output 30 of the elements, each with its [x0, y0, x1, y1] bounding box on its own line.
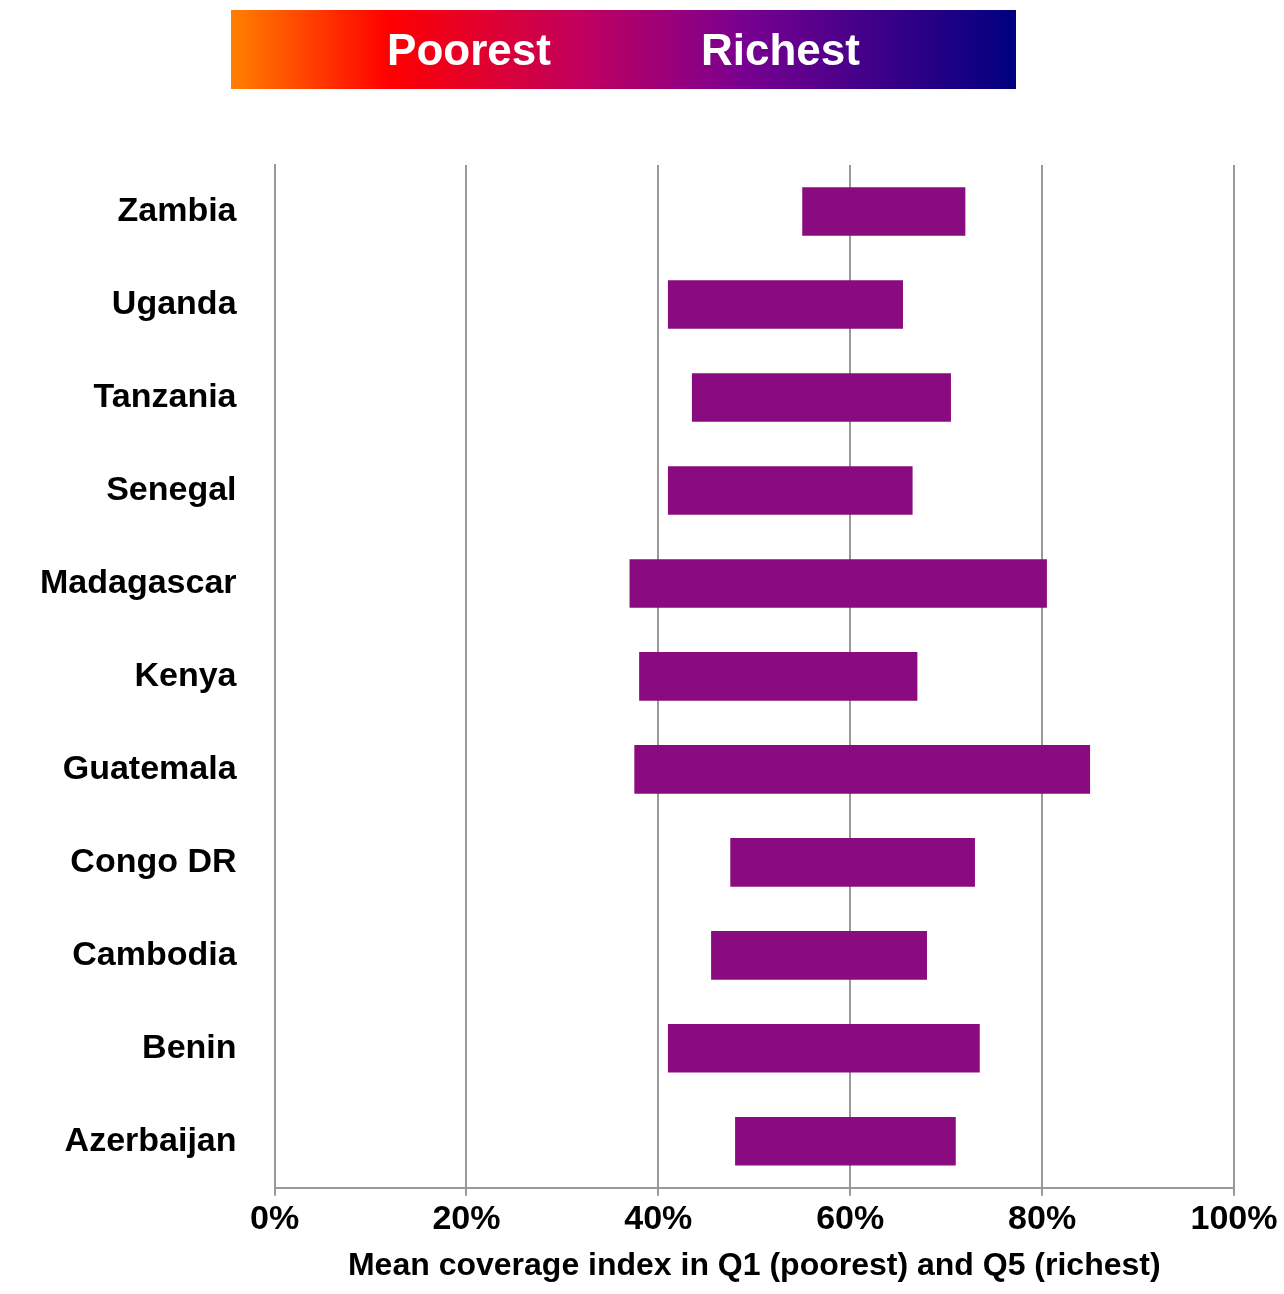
bar	[667, 1024, 980, 1073]
y-tick-label: Benin	[142, 1026, 237, 1065]
y-tick-label: Uganda	[111, 282, 238, 321]
y-tick-label: Tanzania	[93, 375, 238, 414]
bar	[735, 1117, 956, 1166]
y-tick-label: Cambodia	[72, 933, 238, 972]
bar	[667, 280, 903, 329]
y-tick-label: Madagascar	[40, 561, 237, 600]
y-tick-label: Kenya	[134, 654, 238, 693]
y-tick-label: Guatemala	[62, 747, 238, 786]
bar	[634, 745, 1091, 794]
x-tick-label: 40%	[624, 1197, 693, 1236]
bar	[639, 652, 918, 701]
bar	[629, 559, 1047, 608]
x-tick-label: 80%	[1008, 1197, 1077, 1236]
x-axis-title: Mean coverage index in Q1 (poorest) and Q5 (richest)	[347, 1245, 1161, 1282]
y-tick-label: Azerbaijan	[64, 1119, 237, 1158]
x-tick-label: 100%	[1190, 1197, 1278, 1236]
y-tick-label: Zambia	[117, 189, 238, 228]
x-tick-label: 0%	[249, 1197, 300, 1236]
bar	[691, 373, 951, 422]
y-tick-label: Senegal	[106, 468, 237, 507]
bar	[730, 838, 975, 887]
legend-banner: Poorest Richest	[231, 10, 1016, 89]
y-tick-label: Congo DR	[70, 840, 237, 879]
bar	[711, 931, 927, 980]
x-tick-label: 20%	[432, 1197, 501, 1236]
x-tick-label: 60%	[816, 1197, 885, 1236]
bar	[802, 187, 966, 236]
bar	[667, 466, 913, 515]
